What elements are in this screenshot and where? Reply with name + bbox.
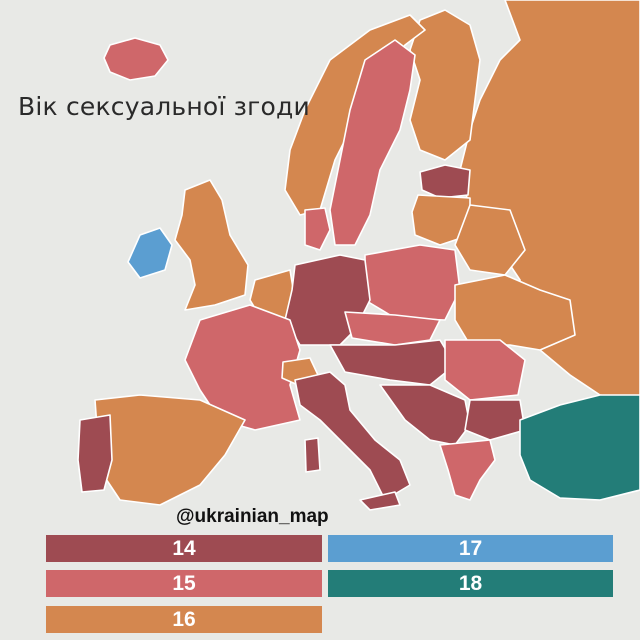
region-uk [174,179,249,311]
region-greece [439,439,496,501]
legend-item-15: 15 [46,570,322,597]
region-sardinia [304,437,321,473]
region-romania [444,339,526,401]
region-poland [364,244,461,321]
region-spain [94,394,246,506]
legend-item-18: 18 [328,570,613,597]
region-iceland [103,37,169,81]
region-sweden [329,39,416,246]
region-france [184,304,301,431]
region-sicily [359,491,401,511]
region-balkans [379,384,471,446]
region-portugal [77,414,113,493]
region-ukraine [454,274,576,351]
region-denmark [304,207,331,251]
legend-item-14: 14 [46,535,322,562]
legend-item-17: 17 [328,535,613,562]
region-bulgaria [464,399,526,441]
region-estonia [419,164,471,199]
region-turkey [519,394,640,501]
region-baltics [411,194,471,246]
watermark-handle: @ukrainian_map [176,506,329,527]
legend-item-16: 16 [46,606,322,633]
region-italy [294,371,411,501]
map-title: Вік сексуальної згоди [18,92,310,121]
region-austria-hungary [329,339,456,386]
region-finland [409,9,481,161]
region-czechia [344,311,441,346]
region-ireland [127,227,173,279]
